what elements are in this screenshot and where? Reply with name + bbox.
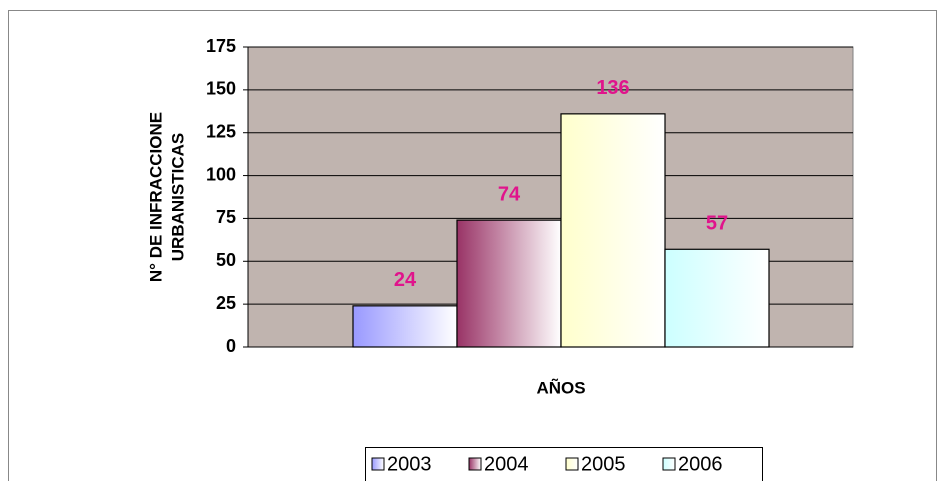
data-label: 24 [394, 269, 417, 291]
legend-swatch [662, 457, 676, 471]
legend-label: 2005 [581, 453, 626, 475]
y-tick-label: 75 [216, 207, 236, 227]
x-axis-label: AÑOS [536, 377, 585, 397]
y-tick-label: 175 [206, 36, 236, 56]
data-label: 136 [596, 77, 629, 99]
data-label: 57 [706, 213, 728, 235]
bar [456, 219, 562, 348]
legend-label: 2003 [387, 453, 432, 475]
y-tick-label: 0 [226, 336, 236, 356]
legend-swatch [468, 457, 482, 471]
y-axis-label-line: URBANISTICAS [168, 133, 187, 261]
y-axis-label-line: N° DE INFRACCIONE [146, 112, 165, 282]
y-axis-label: N° DE INFRACCIONE URBANISTICAS [146, 112, 187, 282]
legend-label: 2006 [678, 453, 723, 475]
y-tick-label: 125 [206, 121, 236, 141]
y-tick-label: 100 [206, 164, 236, 184]
data-label: 74 [498, 183, 521, 205]
legend-swatch [371, 457, 385, 471]
y-tick-label: 150 [206, 79, 236, 99]
legend-swatch [565, 457, 579, 471]
legend-label: 2004 [484, 453, 529, 475]
bar [560, 113, 666, 348]
bar [352, 305, 458, 348]
bar [664, 248, 770, 348]
legend-box [365, 447, 763, 481]
y-tick-label: 50 [216, 250, 236, 270]
y-tick-label: 25 [216, 293, 236, 313]
